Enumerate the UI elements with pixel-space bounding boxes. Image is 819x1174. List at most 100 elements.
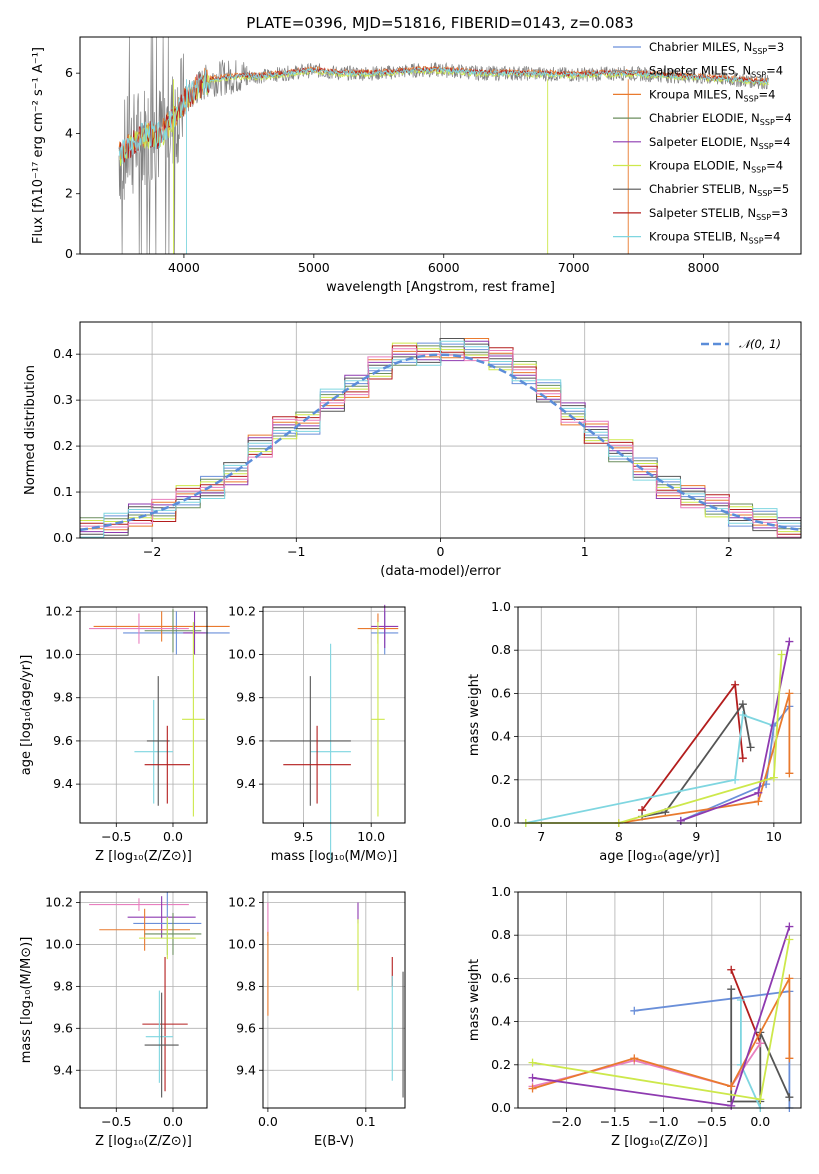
y-tick-label: 10.2 — [45, 603, 73, 618]
x-axis-label: Z [log₁₀(Z/Z⊙)] — [95, 849, 192, 864]
mass-weight-series-line — [532, 926, 791, 1107]
legend-entry: Chabrier STELIB, NSSP=5 — [649, 182, 789, 198]
y-tick-label: 0.4 — [53, 346, 73, 361]
plus-marker — [754, 797, 763, 806]
y-axis-label: Normed distribution — [23, 365, 38, 495]
plus-marker — [785, 974, 794, 983]
mass-weight-series-line — [740, 1000, 762, 1109]
plus-marker — [727, 1082, 736, 1091]
x-tick-label: 0.0 — [163, 1114, 183, 1129]
legend-entry: Chabrier ELODIE, NSSP=4 — [649, 111, 792, 127]
x-axis-label: mass [log₁₀(M/M⊙)] — [271, 849, 398, 864]
legend-entry: Salpeter MILES, NSSP=4 — [649, 64, 783, 80]
plus-marker — [630, 1006, 639, 1015]
y-tick-label: 10.0 — [45, 647, 73, 662]
x-tick-label: 6000 — [428, 260, 460, 275]
plus-marker — [727, 965, 736, 974]
x-tick-label: 8 — [615, 829, 623, 844]
x-tick-label: 0.0 — [750, 1114, 770, 1129]
x-tick-label: 8000 — [688, 260, 720, 275]
x-tick-label: 0.0 — [163, 829, 183, 844]
y-tick-label: 9.8 — [236, 978, 256, 993]
plus-marker — [754, 788, 763, 797]
legend: Chabrier MILES, NSSP=3 Salpeter MILES, NS… — [613, 40, 792, 246]
axes-frame — [79, 321, 802, 539]
plus-marker — [727, 985, 736, 994]
y-tick-label: 4 — [65, 125, 73, 140]
y-tick-label: 1.0 — [491, 884, 511, 899]
x-tick-label: 7000 — [558, 260, 590, 275]
mass-weight-vs-metallicity-panel: −2.0 −1.5 −1.0 −0.5 0.0 0.0 0.2 0.4 0.6 0.8 1.0 Z [… — [467, 884, 802, 1149]
plus-marker — [777, 650, 786, 659]
mass-weight-series-line — [618, 693, 791, 824]
axes-frame — [79, 606, 208, 824]
plus-marker — [785, 922, 794, 931]
y-tick-label: 0.1 — [53, 484, 73, 499]
legend-entry: Chabrier MILES, NSSP=3 — [649, 40, 784, 56]
y-tick-label: 9.8 — [53, 690, 73, 705]
axes-frame — [262, 891, 406, 1109]
x-tick-label: 4000 — [168, 260, 200, 275]
x-axis-label: wavelength [Angstrom, rest frame] — [326, 280, 555, 295]
x-tick-label: −0.5 — [101, 1114, 131, 1129]
plus-marker — [731, 775, 740, 784]
y-tick-label: 9.4 — [236, 1062, 256, 1077]
legend-entry: Kroupa STELIB, NSSP=4 — [649, 230, 780, 246]
y-axis-label: mass weight — [467, 674, 482, 756]
plus-marker — [738, 711, 747, 719]
y-tick-label: 6 — [65, 65, 73, 80]
x-tick-label: 0.1 — [356, 1114, 376, 1129]
plus-marker — [630, 1054, 639, 1063]
histogram-step — [79, 348, 802, 538]
y-tick-label: 9.8 — [53, 978, 73, 993]
x-axis-label: age [log₁₀(age/yr)] — [599, 849, 720, 864]
y-tick-label: 10.0 — [228, 647, 256, 662]
y-tick-label: 0.0 — [491, 1100, 511, 1115]
mass-weight-series-line — [641, 701, 752, 818]
mass-weight-series-line — [532, 977, 791, 1090]
mass-weight-series-line — [680, 705, 791, 822]
plus-marker — [785, 935, 794, 944]
legend-entry: Salpeter ELODIE, NSSP=4 — [649, 135, 791, 151]
y-tick-label: 10.0 — [228, 936, 256, 951]
y-tick-label: 0 — [65, 246, 73, 261]
x-tick-label: 10.0 — [357, 829, 385, 844]
plus-marker — [785, 689, 794, 698]
y-tick-label: 10.2 — [228, 894, 256, 909]
y-tick-label: 0.3 — [53, 392, 73, 407]
mass-weight-vs-age-panel: 7 8 9 10 0.0 0.2 0.4 0.6 0.8 1.0 age [log₁₀(age/yr… — [467, 599, 802, 864]
x-tick-label: 5000 — [298, 260, 330, 275]
plus-marker — [738, 700, 747, 709]
y-tick-label: 9.6 — [53, 1020, 73, 1035]
y-tick-label: 2 — [65, 186, 73, 201]
legend-entry: Salpeter STELIB, NSSP=3 — [649, 206, 788, 222]
mass-weight-series-line — [525, 713, 775, 824]
plus-marker — [785, 637, 794, 646]
x-tick-label: 0 — [437, 544, 445, 559]
y-tick-label: 9.6 — [53, 733, 73, 748]
y-axis-label: mass [log₁₀(M/M⊙)] — [19, 937, 34, 1064]
y-tick-label: 9.4 — [53, 776, 73, 791]
x-tick-label: −1.0 — [648, 1114, 678, 1129]
x-tick-label: −2 — [143, 544, 161, 559]
x-axis-label: Z [log₁₀(Z/Z⊙)] — [611, 1134, 708, 1149]
plus-marker — [676, 816, 685, 825]
y-tick-label: 9.8 — [236, 690, 256, 705]
y-tick-label: 0.8 — [491, 927, 511, 942]
age-vs-metallicity-panel: −0.5 0.0 9.4 9.6 9.8 10.0 10.2 Z [log₁₀(Z/Z⊙)] a… — [19, 603, 230, 864]
y-tick-label: 0.8 — [491, 642, 511, 657]
spectrum-panel: 4000 5000 6000 7000 8000 0 2 4 6 wavelength [Angs… — [31, 36, 802, 295]
y-tick-label: 10.2 — [45, 894, 73, 909]
x-tick-label: 9.5 — [294, 829, 314, 844]
legend-entry: Kroupa ELODIE, NSSP=4 — [649, 159, 783, 175]
model-spectrum-line — [118, 66, 769, 165]
plus-marker — [528, 1058, 537, 1067]
plus-marker — [528, 1073, 537, 1082]
x-tick-label: 9 — [692, 829, 700, 844]
axes-frame — [517, 891, 802, 1109]
y-tick-label: 0.4 — [491, 1014, 511, 1029]
figure-title: PLATE=0396, MJD=51816, FIBERID=0143, z=0… — [246, 14, 633, 32]
y-tick-label: 10.2 — [228, 603, 256, 618]
y-tick-label: 0.6 — [491, 685, 511, 700]
